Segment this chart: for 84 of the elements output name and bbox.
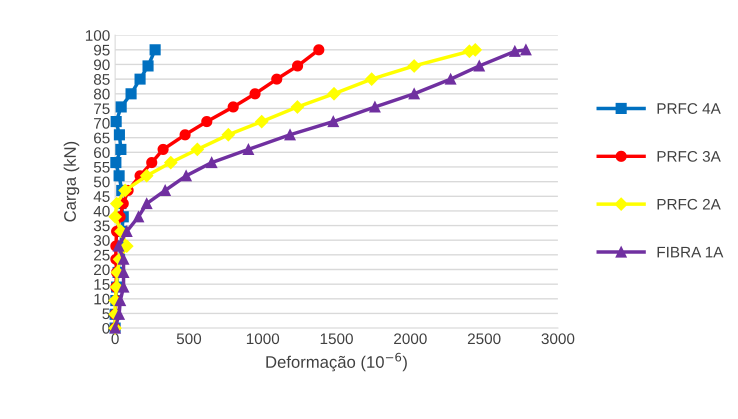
- point: [369, 101, 380, 113]
- x-axis-title: Deformação (10$^{−6}$): [266, 352, 407, 372]
- point: [271, 74, 282, 85]
- point: [141, 198, 152, 210]
- y-tick-label: 40: [94, 206, 110, 217]
- y-tick-label: 20: [94, 264, 110, 276]
- y-axis-title: Carga (kN): [64, 142, 80, 222]
- point: [112, 240, 124, 252]
- point: [116, 101, 127, 113]
- point: [140, 169, 154, 182]
- point: [118, 254, 130, 265]
- point: [134, 74, 146, 85]
- point: [114, 294, 126, 306]
- y-tick-label: 70: [94, 118, 110, 129]
- point: [365, 72, 378, 86]
- y-tick-label: 85: [94, 74, 110, 85]
- legend-label: PRFC 2A: [658, 198, 721, 210]
- x-tick-label: 500: [176, 333, 202, 344]
- y-tick-label: 95: [94, 44, 110, 56]
- point: [115, 144, 126, 155]
- point: [445, 74, 456, 85]
- y-tick-label: 45: [94, 191, 110, 202]
- point: [150, 44, 161, 56]
- legend-label: PRFC 4A: [658, 103, 721, 114]
- y-tick-label: 25: [94, 250, 110, 261]
- point: [242, 144, 254, 155]
- point: [132, 211, 144, 222]
- point: [408, 88, 420, 100]
- point: [408, 59, 421, 73]
- point: [114, 129, 125, 140]
- point: [284, 129, 296, 140]
- point: [228, 101, 239, 113]
- y-tick-label: 10: [94, 294, 110, 304]
- point: [110, 116, 122, 128]
- point: [108, 210, 122, 224]
- point: [180, 170, 192, 182]
- point: [110, 157, 122, 168]
- point: [160, 184, 171, 196]
- y-tick-label: 55: [94, 162, 110, 173]
- point: [474, 60, 485, 72]
- x-tick-label: 1500: [320, 333, 353, 344]
- point: [110, 197, 124, 210]
- y-tick-label: 15: [94, 279, 110, 290]
- y-tick-label: 0: [102, 322, 110, 334]
- point: [222, 128, 235, 142]
- y-tick-label: 35: [94, 220, 110, 232]
- y-tick-label: 100: [86, 30, 110, 41]
- point: [118, 184, 132, 198]
- y-tick-label: 80: [94, 88, 110, 100]
- point: [328, 116, 339, 128]
- point: [164, 156, 178, 170]
- point: [142, 60, 154, 72]
- y-tick-label: 30: [94, 235, 110, 246]
- point: [206, 157, 218, 168]
- y-tick-label: 65: [94, 132, 110, 144]
- point: [146, 157, 158, 168]
- point: [327, 87, 341, 100]
- point: [292, 60, 304, 72]
- y-tick-label: 90: [94, 59, 110, 70]
- point: [509, 46, 520, 57]
- point: [313, 44, 324, 56]
- x-tick-label: 0: [111, 333, 119, 344]
- point: [121, 226, 132, 237]
- legend-label: PRFC 3A: [658, 150, 721, 162]
- point: [249, 88, 261, 100]
- y-tick-label: 60: [94, 147, 110, 158]
- point: [158, 144, 169, 155]
- x-tick-label: 1000: [246, 333, 280, 344]
- point: [190, 142, 204, 156]
- point: [290, 100, 304, 114]
- point: [126, 88, 137, 100]
- x-tick-label: 2000: [394, 333, 427, 344]
- point: [120, 239, 134, 253]
- point: [255, 115, 268, 128]
- legend-label: FIBRA 1A: [658, 246, 724, 258]
- y-tick-label: 50: [94, 176, 110, 188]
- y-tick-label: 75: [94, 103, 110, 114]
- point: [520, 44, 532, 56]
- point: [201, 116, 212, 128]
- x-tick-label: 3000: [542, 333, 574, 344]
- point: [114, 170, 125, 182]
- point: [180, 129, 191, 140]
- point: [114, 308, 125, 320]
- x-tick-label: 2500: [468, 333, 501, 344]
